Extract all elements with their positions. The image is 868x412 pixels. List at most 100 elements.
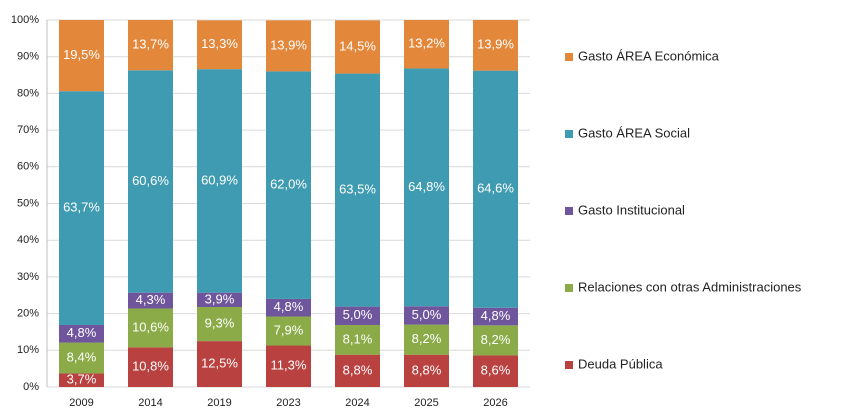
value-label: 5,0% [412,307,442,322]
bar-segment [59,20,104,92]
x-tick-label: 2014 [138,397,162,409]
y-tick-label: 20% [17,308,39,320]
bar-segment [404,324,449,355]
bar-segment [266,71,311,299]
bar-segment [473,20,518,71]
bar-segment [128,70,173,293]
value-label: 4,8% [274,299,304,314]
value-label: 13,2% [408,36,445,51]
value-label: 8,8% [412,362,442,377]
value-label: 4,8% [481,308,511,323]
value-label: 8,6% [481,363,511,378]
legend-swatch [565,284,573,292]
bar-segment [197,69,242,293]
y-tick-label: 30% [17,271,39,283]
legend-swatch [565,130,573,138]
value-label: 13,9% [477,37,514,52]
value-label: 13,7% [132,37,169,52]
x-tick-label: 2019 [207,397,231,409]
value-label: 64,6% [477,181,514,196]
bar-segment [335,20,380,74]
value-label: 8,1% [343,331,373,346]
bar-segment [266,345,311,387]
value-label: 3,7% [67,372,97,387]
bar-segment [473,325,518,356]
y-tick-label: 60% [17,161,39,173]
bar-segment [128,347,173,387]
legend-label: Gasto ÁREA Social [578,125,690,140]
value-label: 11,3% [271,358,307,373]
bar-segment [59,91,104,325]
x-tick-label: 2025 [414,397,438,409]
legend-label: Gasto Institucional [578,202,685,217]
value-label: 8,4% [67,349,97,364]
value-label: 60,9% [201,172,238,187]
value-label: 7,9% [274,322,304,337]
value-label: 63,7% [63,200,100,215]
legend-swatch [565,361,573,369]
value-label: 13,3% [201,36,238,51]
labels: 0% 10% 20% 30% 40% 50% 60% 70% 80% 90% 100% 2009 3,7… [11,14,802,409]
legend-label: Deuda Pública [578,356,663,371]
y-tick-label: 10% [17,344,39,356]
value-label: 9,3% [205,315,235,330]
x-tick-label: 2026 [483,397,507,409]
bar-segment [473,70,518,308]
legend-swatch [565,53,573,61]
y-tick-label: 40% [17,234,39,246]
x-tick-label: 2009 [69,397,93,409]
value-label: 10,6% [132,319,169,334]
x-tick-label: 2023 [276,397,300,409]
y-tick-label: 90% [17,51,39,63]
value-label: 8,8% [343,362,373,377]
value-label: 8,2% [481,332,511,347]
value-label: 10,8% [132,359,169,374]
bar-segment [59,342,104,374]
bar-segment [197,20,242,70]
bar-segment [128,20,173,71]
value-label: 4,3% [136,292,166,307]
bar-segment [473,355,518,387]
y-tick-label: 0% [23,381,39,393]
bar-segment [266,20,311,72]
legend-swatch [565,207,573,215]
bar-segment [197,341,242,387]
legend-label: Gasto ÁREA Económica [578,48,720,63]
bar-segment [266,298,311,317]
bars [59,20,518,387]
value-label: 62,0% [270,177,307,192]
y-tick-label: 70% [17,124,39,136]
value-label: 8,2% [412,331,442,346]
value-label: 13,9% [270,37,307,52]
bar-segment [128,292,173,309]
value-label: 12,5% [201,356,238,371]
bar-segment [335,354,380,387]
bar-segment [128,308,173,348]
bar-segment [59,324,104,343]
value-label: 19,5% [63,47,100,62]
y-tick-label: 100% [11,14,39,26]
bar-segment [335,73,380,307]
bar-segment [59,373,104,387]
bar-segment [404,20,449,69]
value-label: 4,8% [67,325,97,340]
value-label: 3,9% [205,291,235,306]
bar-segment [266,316,311,346]
value-label: 63,5% [339,182,376,197]
value-label: 64,8% [408,179,445,194]
value-label: 14,5% [339,38,376,53]
y-tick-label: 80% [17,87,39,99]
bar-segment [335,324,380,355]
y-tick-label: 50% [17,197,39,209]
bar-segment [197,306,242,342]
bar-segment [404,68,449,307]
bar-segment [404,354,449,387]
value-label: 5,0% [343,307,373,322]
bar-segment [197,292,242,307]
bar-segment [404,306,449,325]
legend-label: Relaciones con otras Administraciones [578,279,802,294]
bar-segment [473,307,518,326]
x-tick-label: 2024 [345,397,369,409]
value-label: 60,6% [132,173,169,188]
